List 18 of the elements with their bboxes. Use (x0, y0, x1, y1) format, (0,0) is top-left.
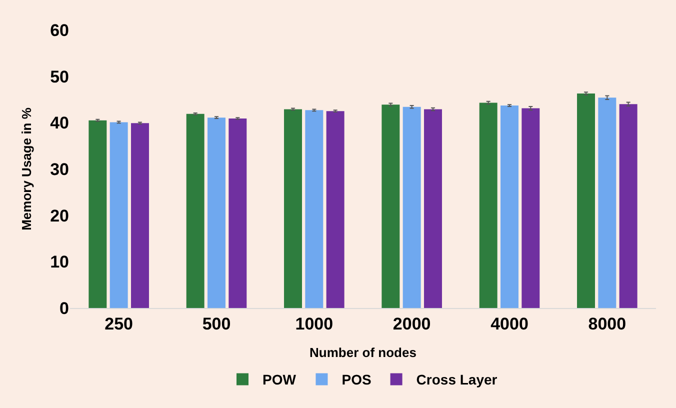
legend-label: POS (342, 372, 372, 388)
y-tick-label: 20 (50, 206, 69, 226)
x-tick-label: 1000 (295, 314, 334, 334)
x-tick-label: 500 (202, 314, 231, 334)
legend-label: Cross Layer (416, 372, 498, 388)
y-tick-label: 40 (50, 114, 69, 133)
y-axis-title: Memory Usage in % (19, 107, 34, 230)
x-tick-label: 4000 (490, 314, 528, 334)
legend-label: POW (262, 372, 297, 388)
y-tick-label: 60 (50, 20, 69, 40)
x-axis-title: Number of nodes (310, 345, 416, 360)
x-tick-label: 250 (104, 314, 134, 334)
y-tick-label: 30 (50, 160, 69, 179)
y-tick-label: 0 (60, 298, 69, 318)
x-tick-label: 8000 (588, 314, 626, 334)
x-tick-label: 2000 (392, 314, 431, 334)
y-tick-label: 10 (50, 252, 69, 272)
y-tick-label: 50 (50, 67, 69, 86)
